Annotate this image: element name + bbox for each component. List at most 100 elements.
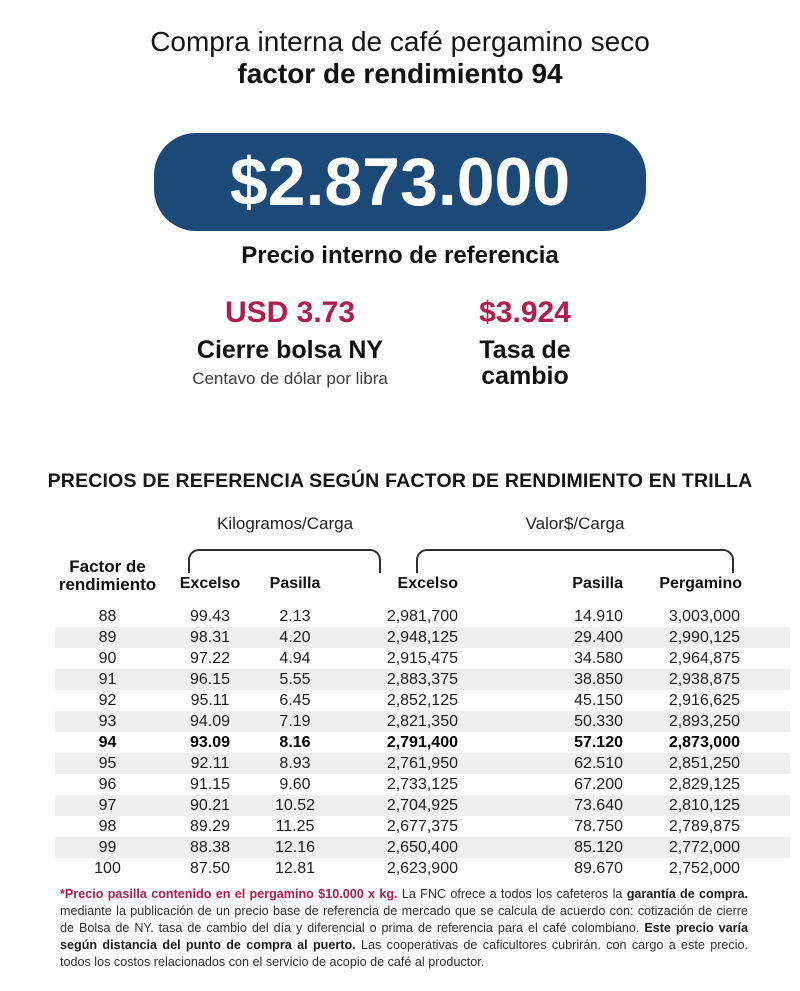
title-line-2: factor de rendimiento 94	[237, 58, 563, 89]
cell-excelso-kg: 95.11	[190, 692, 230, 709]
cell-pasilla-kg: 12.81	[274, 860, 316, 877]
exchange-rate-value: $3.924	[479, 296, 571, 329]
footnote-text-3: Las cooperativas de caficultores cubrirá…	[60, 938, 748, 969]
cell-excelso-kg: 89.29	[189, 818, 231, 835]
cell-pasilla-kg: 6.45	[279, 692, 311, 709]
cell-excelso-kg: 96.15	[189, 671, 231, 688]
kilograms-brace	[188, 549, 381, 573]
exchange-rate-label-line2: cambio	[481, 362, 569, 390]
cell-factor: 98	[98, 818, 117, 835]
title-line-1: Compra interna de café pergamino seco	[150, 26, 650, 57]
column-header-factor-line1: Factor de	[69, 557, 146, 576]
footnote-guarantee: garantía de compra.	[626, 887, 748, 901]
reference-price-value: $2.873.000	[229, 144, 571, 220]
table-header-row: Factor de rendimiento Excelso Pasilla Ex…	[55, 552, 745, 594]
column-header-excelso-kg: Excelso	[179, 575, 241, 592]
value-brace	[416, 549, 734, 573]
column-header-pasilla-value: Pasilla	[572, 575, 623, 592]
cell-factor: 94	[98, 734, 117, 751]
cell-pasilla-kg: 8.93	[279, 755, 311, 772]
table-row: 88 99.43 2.13 2,981,700 14.910 3,003,000	[55, 606, 790, 627]
cell-pasilla-value: 57.120	[574, 734, 623, 751]
cell-pasilla-value: 62.510	[574, 755, 623, 772]
cell-factor: 96	[98, 776, 117, 793]
cell-excelso-kg: 88.38	[189, 839, 231, 856]
cell-factor: 99	[98, 839, 117, 856]
cell-excelso-kg: 93.09	[189, 734, 231, 751]
cell-pasilla-value: 14.910	[574, 608, 623, 625]
cell-excelso-kg: 87.50	[189, 860, 231, 877]
cell-excelso-value: 2,981,700	[386, 608, 458, 625]
table-row: 93 94.09 7.19 2,821,350 50.330 2,893,250	[55, 711, 790, 732]
cell-excelso-value: 2,852,125	[386, 692, 458, 709]
cell-factor: 91	[98, 671, 117, 688]
cell-filler	[744, 606, 790, 627]
cell-excelso-value: 2,761,950	[386, 755, 458, 772]
cell-excelso-value: 2,883,375	[386, 671, 458, 688]
cell-pergamino: 2,772,000	[668, 839, 740, 856]
table-row: 94 93.09 8.16 2,791,400 57.120 2,873,000	[55, 732, 790, 753]
column-header-excelso-value: Excelso	[397, 575, 458, 592]
column-header-factor-line2: rendimiento	[58, 575, 157, 594]
ny-close-metric: USD 3.73 Cierre bolsa NY Centavo de dóla…	[150, 297, 430, 389]
cell-excelso-value: 2,650,400	[386, 839, 458, 856]
cell-pasilla-kg: 7.19	[279, 713, 311, 730]
cell-factor: 89	[98, 629, 117, 646]
reference-price-badge: $2.873.000	[154, 133, 646, 231]
cell-pasilla-kg: 8.16	[279, 734, 311, 751]
cell-pasilla-kg: 12.16	[274, 839, 316, 856]
cell-excelso-value: 2,733,125	[386, 776, 458, 793]
cell-pasilla-kg: 4.20	[279, 629, 311, 646]
footnote: *Precio pasilla contenido en el pergamin…	[60, 886, 748, 971]
cell-factor: 92	[98, 692, 117, 709]
cell-filler	[744, 816, 790, 837]
cell-pasilla-kg: 10.52	[274, 797, 316, 814]
exchange-rate-metric: $3.924 Tasa de cambio	[430, 296, 620, 390]
column-header-pergamino: Pergamino	[659, 575, 742, 592]
cell-pasilla-value: 38.850	[574, 671, 623, 688]
footnote-price-varies: Este precio varía según distancia del pu…	[60, 921, 749, 952]
cell-excelso-value: 2,791,400	[386, 734, 458, 751]
cell-pasilla-value: 34.580	[574, 650, 623, 667]
footnote-text-1: La FNC ofrece a todos los cafeteros la	[397, 887, 627, 901]
cell-pasilla-kg: 5.55	[279, 671, 311, 688]
cell-filler	[744, 858, 790, 879]
table-section-title: PRECIOS DE REFERENCIA SEGÚN FACTOR DE RE…	[47, 470, 753, 492]
column-header-pasilla-kg: Pasilla	[269, 575, 321, 592]
cell-factor: 100	[94, 860, 121, 877]
cell-filler	[744, 837, 790, 858]
cell-pasilla-kg: 2.13	[279, 608, 311, 625]
exchange-rate-label: Tasa de cambio	[430, 337, 620, 389]
cell-filler	[744, 753, 790, 774]
cell-excelso-kg: 98.31	[189, 629, 231, 646]
cell-factor: 95	[98, 755, 117, 772]
cell-excelso-value: 2,677,375	[386, 818, 458, 835]
cell-excelso-kg: 99.43	[189, 608, 231, 625]
cell-pergamino: 2,938,875	[668, 671, 740, 688]
cell-filler	[744, 690, 790, 711]
cell-pasilla-value: 67.200	[574, 776, 623, 793]
cell-pergamino: 2,990,125	[668, 629, 740, 646]
column-header-factor: Factor de rendimiento	[55, 558, 160, 594]
cell-filler	[744, 669, 790, 690]
cell-pasilla-value: 78.750	[574, 818, 623, 835]
cell-pergamino: 2,873,000	[668, 734, 740, 751]
cell-excelso-value: 2,915,475	[386, 650, 458, 667]
cell-excelso-kg: 92.11	[190, 755, 230, 772]
cell-excelso-kg: 94.09	[189, 713, 231, 730]
cell-filler	[744, 732, 790, 753]
cell-pergamino: 2,964,875	[668, 650, 740, 667]
cell-factor: 88	[98, 608, 117, 625]
cell-pasilla-value: 73.640	[574, 797, 623, 814]
exchange-rate-label-line1: Tasa de	[479, 336, 571, 364]
table-row: 90 97.22 4.94 2,915,475 34.580 2,964,875	[55, 648, 790, 669]
cell-pergamino: 2,916,625	[668, 692, 740, 709]
ny-close-subtitle: Centavo de dólar por libra	[192, 369, 388, 388]
cell-filler	[744, 711, 790, 732]
table-row: 96 91.15 9.60 2,733,125 67.200 2,829,125	[55, 774, 790, 795]
cell-excelso-value: 2,623,900	[386, 860, 458, 877]
table-row: 98 89.29 11.25 2,677,375 78.750 2,789,87…	[55, 816, 790, 837]
cell-factor: 93	[98, 713, 117, 730]
table-row: 92 95.11 6.45 2,852,125 45.150 2,916,625	[55, 690, 790, 711]
cell-factor: 97	[98, 797, 117, 814]
